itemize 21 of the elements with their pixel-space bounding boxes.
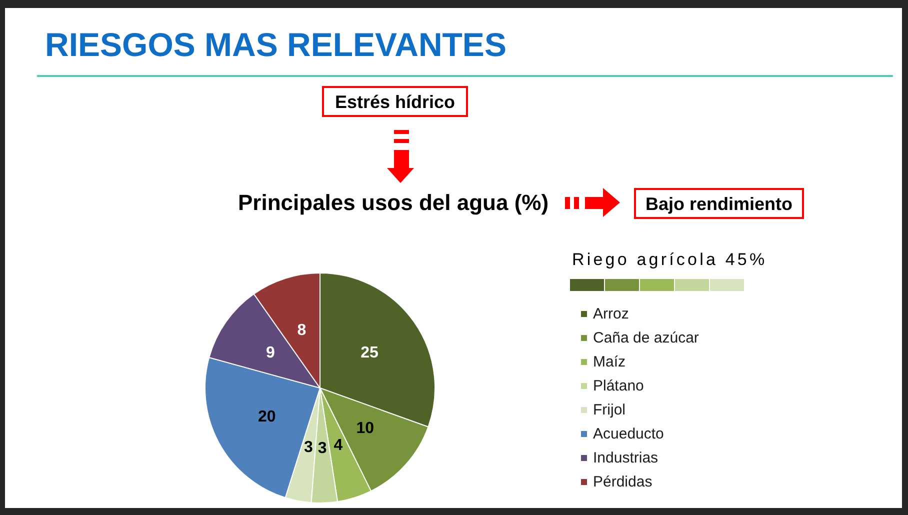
- chart-subtitle: Principales usos del agua (%): [238, 190, 549, 215]
- legend-label: Maíz: [593, 354, 626, 370]
- data-label: 3: [318, 440, 327, 457]
- data-label: 25: [360, 344, 378, 362]
- data-label: 3: [304, 438, 314, 456]
- data-label: 10: [356, 420, 374, 437]
- legend-label: Caña de azúcar: [593, 330, 699, 346]
- data-label: 8: [297, 322, 306, 339]
- legend-title: Riego agrícola 45%: [572, 250, 768, 269]
- legend-label: Pérdidas: [593, 474, 652, 490]
- legend-label: Plátano: [593, 378, 644, 394]
- chart-title: RIESGOS MAS RELEVANTES: [45, 26, 506, 63]
- legend-label: Frijol: [593, 402, 626, 418]
- data-label: 20: [258, 408, 276, 426]
- legend-label: Acueducto: [593, 426, 664, 442]
- legend-label: Arroz: [593, 306, 629, 322]
- text: Bajo rendimiento: [645, 194, 792, 214]
- data-label: 9: [266, 344, 276, 362]
- text: Estrés hídrico: [334, 92, 456, 112]
- data-label: 4: [334, 437, 343, 454]
- legend-label: Industrias: [593, 450, 658, 466]
